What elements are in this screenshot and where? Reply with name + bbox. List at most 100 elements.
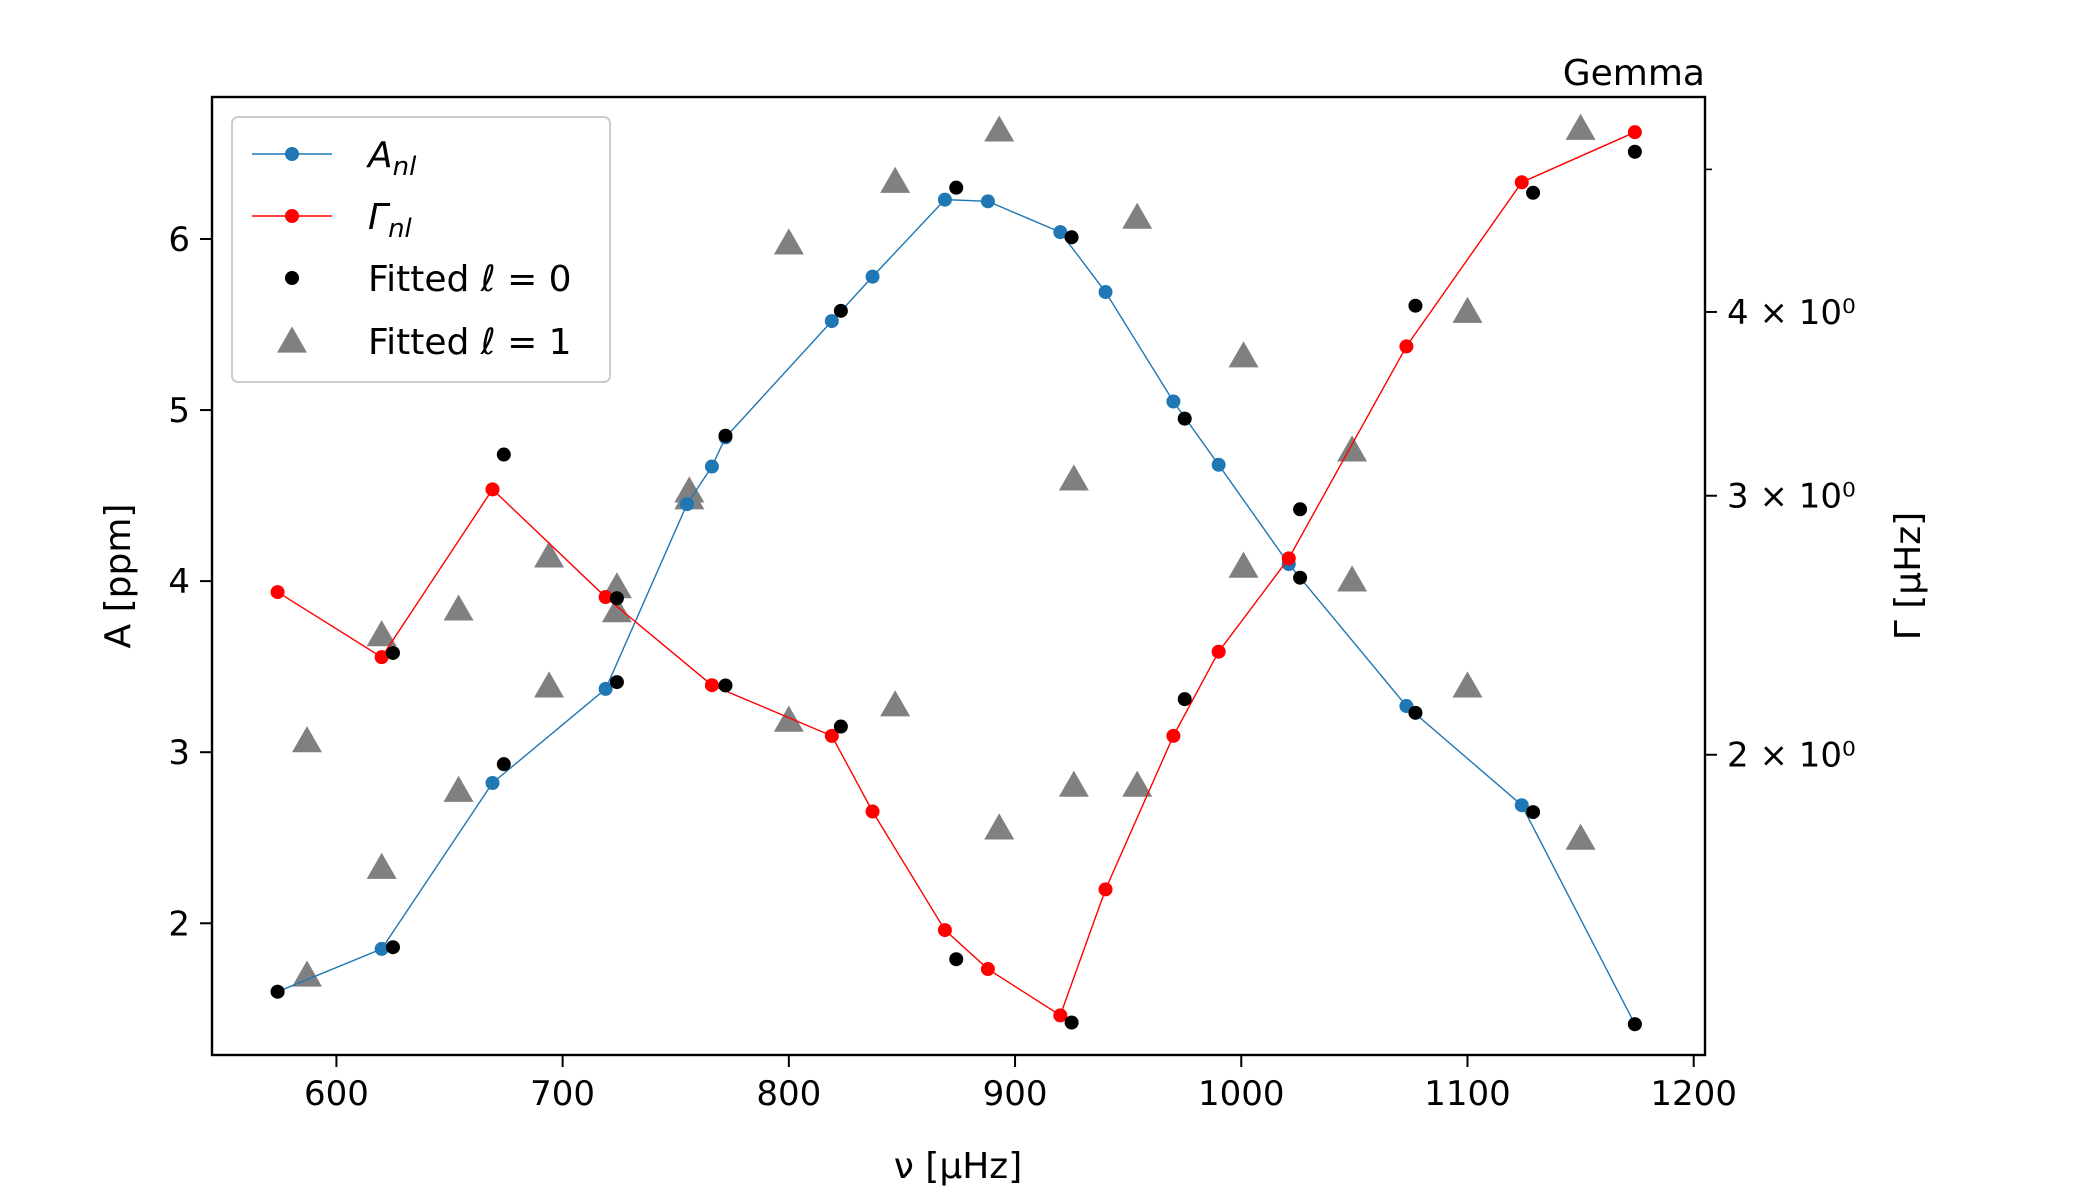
y-left-tick-label: 2 [168, 904, 190, 944]
fitted-l0-point [270, 984, 285, 999]
legend-entry: Γnl [252, 197, 413, 244]
plot-area [210, 95, 1707, 1057]
y-left-tick-label: 5 [168, 391, 190, 431]
fitted-l0-point [1177, 692, 1192, 707]
a-nl-point [824, 314, 839, 329]
a-nl-point [374, 941, 389, 956]
a-nl-point [937, 192, 952, 207]
fitted-l1-point [1452, 671, 1483, 698]
plot-frame [210, 95, 1707, 1057]
fitted-l1-point [366, 852, 397, 879]
y-right-tick-label: 4 × 10⁰ [1727, 293, 1856, 333]
fitted-l0-point [949, 952, 964, 967]
fitted-l0-point [1293, 570, 1308, 585]
fitted-l0-point [833, 719, 848, 734]
y-right-tick-label: 2 × 10⁰ [1727, 736, 1856, 776]
y-right-tick-label: 3 × 10⁰ [1727, 477, 1856, 517]
y-left-tick-label: 3 [168, 733, 190, 773]
gamma-nl-point [1399, 339, 1414, 354]
a-nl-point [485, 775, 500, 790]
legend-entry: Anl [252, 135, 417, 182]
y-axis-right: 2 × 10⁰ 3 × 10⁰ 4 × 10⁰ [1705, 168, 1856, 776]
fitted-l1-point [292, 960, 323, 987]
fitted-l1-point [601, 596, 632, 623]
gamma-nl-point [1211, 644, 1226, 659]
y-axis-right-label: Γ [μHz] [1888, 512, 1929, 640]
fitted-l0-point [1064, 1015, 1079, 1030]
x-tick-label: 1000 [1198, 1074, 1285, 1114]
a-nl-point [1514, 798, 1529, 813]
fitted-l1-point [1565, 823, 1596, 850]
legend-entry: Fitted ℓ = 0 [285, 259, 572, 300]
fitted-l0-point [1526, 805, 1541, 820]
fitted-l1-point [1228, 341, 1259, 368]
x-tick-label: 800 [756, 1074, 821, 1114]
fitted-l0-point [833, 303, 848, 318]
fitted-l0-point [718, 678, 733, 693]
legend-dot-swatch [285, 147, 299, 161]
fitted-l0-point [385, 645, 400, 660]
x-tick-label: 900 [983, 1074, 1048, 1114]
fitted-l0-point [1064, 230, 1079, 245]
gamma-nl-point [1627, 125, 1642, 140]
fitted-l0-point [496, 447, 511, 462]
fitted-l1-point [984, 115, 1015, 142]
a-nl-point [680, 497, 695, 512]
legend-entry: Fitted ℓ = 1 [277, 322, 572, 363]
fitted-l1-point [1058, 770, 1089, 797]
gamma-nl-point [1098, 882, 1113, 897]
a-nl-point [980, 194, 995, 209]
fitted-l1-point [1452, 296, 1483, 323]
fitted-l1-point [1228, 551, 1259, 578]
fitted-l1-point [674, 476, 705, 503]
x-tick-label: 1200 [1650, 1074, 1737, 1114]
fitted-l0-point [1627, 1017, 1642, 1032]
legend-dot-swatch [285, 209, 299, 223]
gamma-nl-point [824, 728, 839, 743]
fitted-l1-point [366, 620, 397, 647]
fitted-l0-point [496, 757, 511, 772]
a-nl-point [865, 269, 880, 284]
fitted-l0-point [1293, 502, 1308, 517]
x-tick-label: 700 [530, 1074, 595, 1114]
legend-dot-swatch [285, 271, 299, 285]
fitted-l1-point [534, 671, 565, 698]
legend-box [231, 116, 611, 383]
fitted-l1-point [1058, 464, 1089, 491]
x-axis: 600 700 800 900 1000 1100 1200 [304, 1055, 1737, 1114]
x-tick-label: 1100 [1424, 1074, 1511, 1114]
y-left-tick-label: 6 [168, 220, 190, 260]
series-layer [270, 113, 1642, 1032]
fitted-l1-point [1565, 113, 1596, 140]
fitted-l0-point [718, 428, 733, 443]
fitted-l1-point [1122, 770, 1153, 797]
gamma-nl-point [937, 923, 952, 938]
gamma-nl-point [1514, 175, 1529, 190]
fitted-l1-point [773, 705, 804, 732]
fitted-l0-point [949, 180, 964, 195]
gamma-nl-point [704, 678, 719, 693]
legend-label: Anl [366, 135, 417, 182]
gamma-nl-point [270, 585, 285, 600]
fitted-l0-point [609, 675, 624, 690]
fitted-l1-point [880, 690, 911, 717]
legend-label: Γnl [368, 197, 413, 244]
fitted-l1-point [292, 726, 323, 753]
fitted-l0-point [1408, 298, 1423, 313]
right-title: Gemma [1563, 53, 1705, 94]
fitted-l0-point [1408, 705, 1423, 720]
a-nl-point [1098, 285, 1113, 300]
fitted-l0-point [1526, 185, 1541, 200]
gamma-nl-point [1281, 551, 1296, 566]
y-axis-left: 2 3 4 5 6 [168, 220, 212, 944]
a-nl-point [704, 459, 719, 474]
fitted-l0-point [1177, 411, 1192, 426]
fitted-l1-point [880, 166, 911, 193]
fitted-l0-point [385, 940, 400, 955]
fitted-l1-point [443, 775, 474, 802]
gamma-nl-point [598, 590, 613, 605]
legend-triangle-swatch [277, 326, 307, 353]
gamma-nl-point [1053, 1008, 1068, 1023]
x-tick-label: 600 [304, 1074, 369, 1114]
